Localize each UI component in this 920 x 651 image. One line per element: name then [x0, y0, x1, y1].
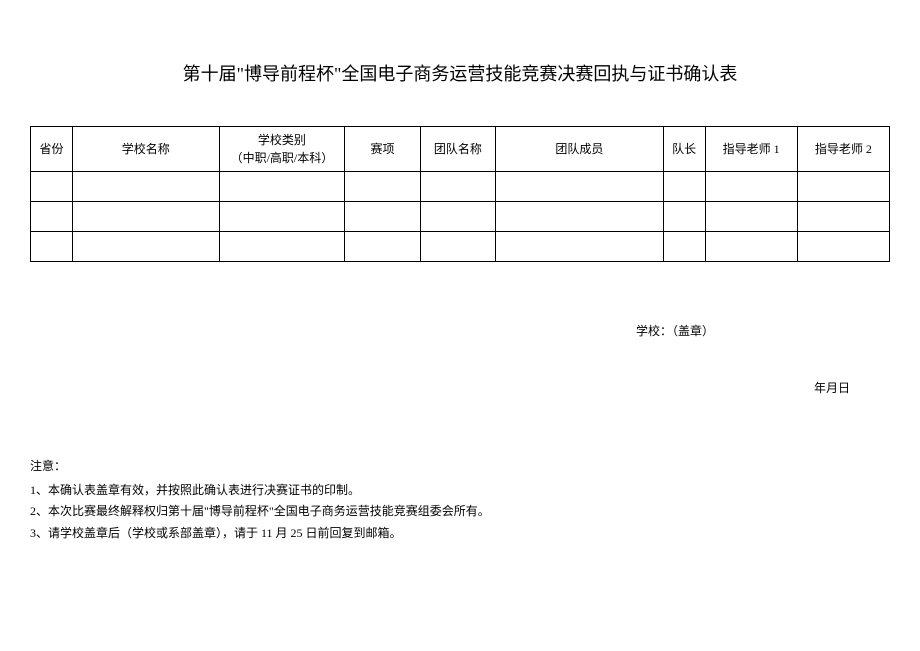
cell-school	[72, 202, 219, 232]
cell-category	[219, 172, 345, 202]
cell-team	[420, 202, 495, 232]
header-province: 省份	[31, 127, 73, 172]
table-header-row: 省份 学校名称 学校类别 （中职/高职/本科） 赛项 团队名称 团队成员 队长 …	[31, 127, 890, 172]
cell-province	[31, 232, 73, 262]
header-team: 团队名称	[420, 127, 495, 172]
table-row	[31, 172, 890, 202]
cell-team	[420, 172, 495, 202]
header-school: 学校名称	[72, 127, 219, 172]
page-title: 第十届"博导前程杯"全国电子商务运营技能竞赛决赛回执与证书确认表	[30, 60, 890, 86]
notes-item: 3、请学校盖章后（学校或系部盖章），请于 11 月 25 日前回复到邮箱。	[30, 523, 890, 545]
signature-line: 学校：（盖章）	[460, 322, 890, 339]
cell-teacher1	[705, 172, 797, 202]
cell-leader	[663, 202, 705, 232]
confirmation-table: 省份 学校名称 学校类别 （中职/高职/本科） 赛项 团队名称 团队成员 队长 …	[30, 126, 890, 262]
header-teacher1: 指导老师 1	[705, 127, 797, 172]
header-category-line2: （中职/高职/本科）	[231, 151, 334, 165]
notes-item: 1、本确认表盖章有效，并按照此确认表进行决赛证书的印制。	[30, 480, 890, 502]
header-leader: 队长	[663, 127, 705, 172]
cell-event	[345, 172, 420, 202]
table-row	[31, 232, 890, 262]
notes-section: 注意： 1、本确认表盖章有效，并按照此确认表进行决赛证书的印制。 2、本次比赛最…	[30, 456, 890, 544]
cell-category	[219, 202, 345, 232]
notes-title: 注意：	[30, 456, 890, 478]
cell-event	[345, 202, 420, 232]
cell-members	[496, 232, 664, 262]
cell-members	[496, 172, 664, 202]
table-row	[31, 202, 890, 232]
cell-event	[345, 232, 420, 262]
cell-team	[420, 232, 495, 262]
cell-members	[496, 202, 664, 232]
cell-leader	[663, 232, 705, 262]
cell-teacher2	[797, 232, 889, 262]
cell-province	[31, 202, 73, 232]
cell-leader	[663, 172, 705, 202]
cell-province	[31, 172, 73, 202]
header-teacher2: 指导老师 2	[797, 127, 889, 172]
cell-teacher1	[705, 232, 797, 262]
cell-teacher2	[797, 172, 889, 202]
header-category-line1: 学校类别	[258, 133, 306, 147]
header-members: 团队成员	[496, 127, 664, 172]
header-event: 赛项	[345, 127, 420, 172]
cell-category	[219, 232, 345, 262]
cell-school	[72, 232, 219, 262]
cell-teacher1	[705, 202, 797, 232]
date-line: 年月日	[30, 379, 850, 396]
notes-item: 2、本次比赛最终解释权归第十届"博导前程杯"全国电子商务运营技能竞赛组委会所有。	[30, 501, 890, 523]
header-category: 学校类别 （中职/高职/本科）	[219, 127, 345, 172]
cell-teacher2	[797, 202, 889, 232]
cell-school	[72, 172, 219, 202]
